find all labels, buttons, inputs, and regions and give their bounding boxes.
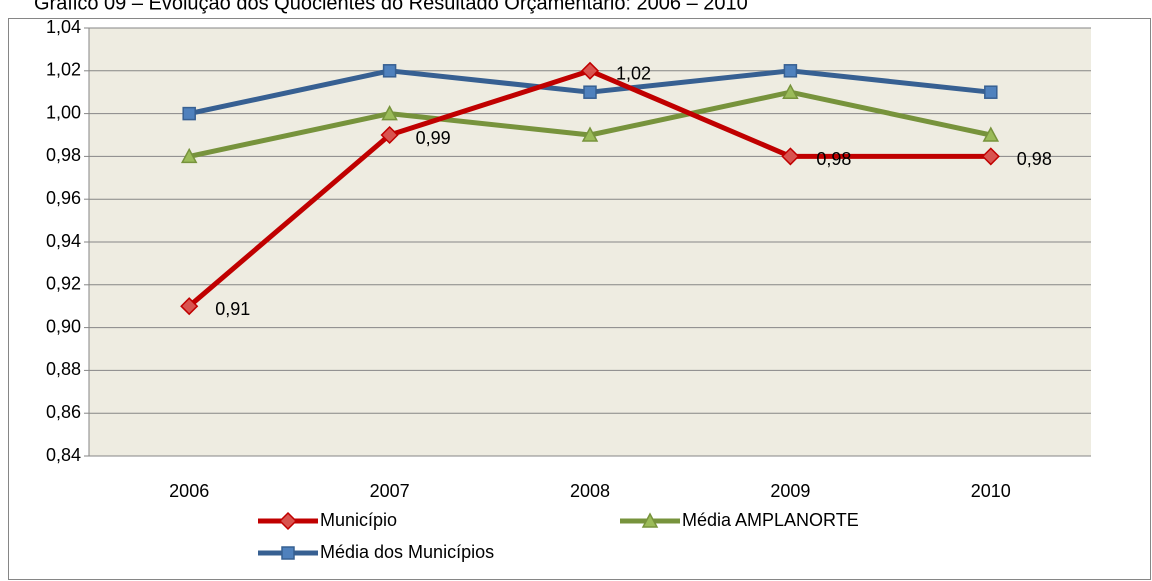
data-point — [380, 125, 399, 145]
legend-label: Média dos Municípios — [320, 542, 494, 562]
x-tick-label: 2007 — [370, 481, 410, 501]
x-tick-label: 2008 — [570, 481, 610, 501]
y-tick-label: 1,02 — [46, 60, 81, 80]
data-point — [984, 85, 998, 99]
data-point — [182, 106, 196, 121]
data-point — [180, 147, 198, 164]
data-point — [982, 126, 1000, 142]
x-tick-label: 2006 — [169, 481, 209, 501]
chart-title: Gráfico 09 – Evolução dos Quocientes do … — [34, 0, 748, 14]
data-point — [583, 85, 597, 99]
y-tick-label: 0,94 — [46, 231, 81, 251]
data-point — [381, 105, 398, 121]
y-tick-label: 0,90 — [46, 316, 81, 336]
y-tick-label: 0,88 — [46, 359, 81, 379]
data-point — [783, 64, 798, 78]
data-point — [782, 83, 799, 99]
data-point — [581, 126, 599, 142]
x-tick-label: 2009 — [770, 481, 810, 501]
y-tick-label: 1,04 — [46, 17, 81, 37]
data-point — [180, 297, 199, 316]
data-label: 0,99 — [416, 128, 451, 148]
legend-marker — [278, 511, 298, 531]
y-tick-label: 1,00 — [46, 102, 81, 122]
data-point — [382, 64, 397, 78]
y-tick-label: 0,98 — [46, 145, 81, 165]
data-point — [580, 61, 600, 80]
y-tick-label: 0,84 — [46, 445, 81, 465]
legend-label: Município — [320, 510, 397, 530]
data-point — [781, 147, 800, 166]
data-label: 0,98 — [816, 149, 851, 169]
legend-marker — [281, 546, 295, 560]
y-tick-label: 0,86 — [46, 402, 81, 422]
data-point — [981, 147, 1000, 166]
y-tick-label: 0,96 — [46, 188, 81, 208]
data-label: 0,98 — [1017, 149, 1052, 169]
x-tick-label: 2010 — [971, 481, 1011, 501]
legend-label: Média AMPLANORTE — [682, 510, 859, 530]
data-label: 0,91 — [215, 299, 250, 319]
legend-marker — [641, 512, 659, 528]
y-tick-label: 0,92 — [46, 274, 81, 294]
data-label: 1,02 — [616, 64, 651, 84]
